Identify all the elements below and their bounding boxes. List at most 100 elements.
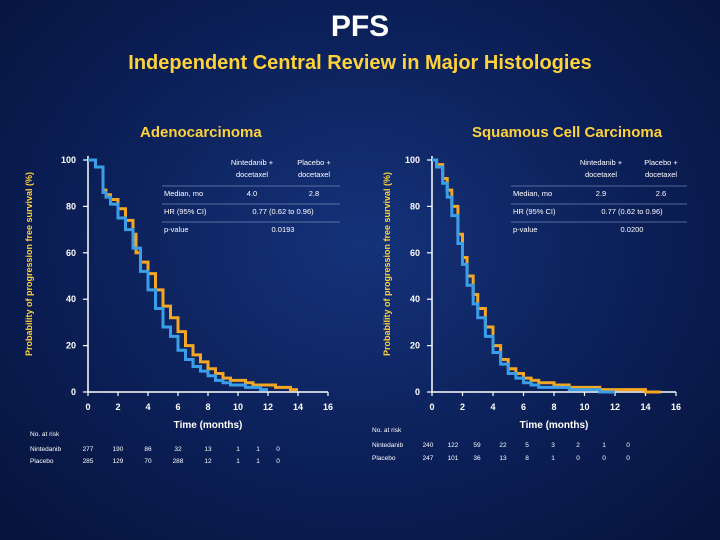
x-tick-label: 2 bbox=[460, 402, 465, 412]
at-risk-value: 22 bbox=[499, 442, 507, 449]
x-tick-label: 8 bbox=[551, 402, 556, 412]
stats-row-value: 0.0200 bbox=[621, 225, 644, 234]
column-header-placebo: docetaxel bbox=[298, 170, 330, 179]
stats-row-label: HR (95% CI) bbox=[513, 207, 556, 216]
at-risk-value: 2 bbox=[576, 442, 580, 449]
x-tick-label: 10 bbox=[233, 402, 243, 412]
series-line-placebo bbox=[432, 158, 615, 394]
stats-row-label: p-value bbox=[164, 225, 189, 234]
at-risk-value: 0 bbox=[602, 455, 606, 462]
at-risk-row-label: Nintedanib bbox=[372, 442, 403, 449]
at-risk-value: 0 bbox=[276, 458, 280, 465]
at-risk-value: 13 bbox=[204, 446, 212, 453]
y-axis-title: Probability of progression free survival… bbox=[24, 172, 34, 356]
at-risk-row-label: Nintedanib bbox=[30, 446, 61, 453]
column-header-placebo: Placebo + bbox=[297, 158, 331, 167]
at-risk-value: 32 bbox=[174, 446, 182, 453]
at-risk-value: 12 bbox=[204, 458, 212, 465]
y-axis-title: Probability of progression free survival… bbox=[382, 172, 392, 356]
slide-subtitle: Independent Central Review in Major Hist… bbox=[128, 52, 592, 74]
at-risk-value: 36 bbox=[473, 455, 481, 462]
series-line-placebo bbox=[88, 158, 268, 392]
at-risk-value: 101 bbox=[448, 455, 459, 462]
x-tick-label: 6 bbox=[175, 402, 180, 412]
x-tick-label: 16 bbox=[671, 402, 681, 412]
at-risk-value: 0 bbox=[626, 442, 630, 449]
at-risk-value: 240 bbox=[423, 442, 434, 449]
at-risk-value: 190 bbox=[113, 446, 124, 453]
x-tick-label: 4 bbox=[490, 402, 495, 412]
at-risk-value: 1 bbox=[551, 455, 555, 462]
stats-nintedanib-value: 2.9 bbox=[596, 189, 606, 198]
stats-nintedanib-value: 4.0 bbox=[247, 189, 257, 198]
at-risk-value: 247 bbox=[423, 455, 434, 462]
at-risk-value: 5 bbox=[525, 442, 529, 449]
column-header-nintedanib: docetaxel bbox=[585, 170, 617, 179]
stats-placebo-value: 2.6 bbox=[656, 189, 666, 198]
at-risk-value: 0 bbox=[626, 455, 630, 462]
x-tick-label: 6 bbox=[521, 402, 526, 412]
slide-title: PFS bbox=[330, 10, 390, 43]
at-risk-value: 1 bbox=[236, 458, 240, 465]
y-tick-label: 0 bbox=[71, 387, 76, 397]
stats-row-value: 0.77 (0.62 to 0.96) bbox=[601, 207, 663, 216]
stats-row-value: 0.77 (0.62 to 0.96) bbox=[252, 207, 314, 216]
at-risk-value: 3 bbox=[551, 442, 555, 449]
at-risk-value: 86 bbox=[144, 446, 152, 453]
adenocarcinoma-panel-title: Adenocarcinoma bbox=[140, 124, 262, 141]
at-risk-value: 1 bbox=[256, 446, 260, 453]
x-tick-label: 14 bbox=[293, 402, 303, 412]
at-risk-value: 59 bbox=[473, 442, 481, 449]
stats-placebo-value: 2.8 bbox=[309, 189, 319, 198]
at-risk-heading: No. at risk bbox=[30, 431, 60, 438]
x-tick-label: 12 bbox=[263, 402, 273, 412]
y-tick-label: 40 bbox=[66, 294, 76, 304]
y-tick-label: 60 bbox=[66, 248, 76, 258]
at-risk-row-label: Placebo bbox=[30, 458, 54, 465]
column-header-nintedanib: Nintedanib + bbox=[580, 158, 623, 167]
y-tick-label: 60 bbox=[410, 248, 420, 258]
y-tick-label: 100 bbox=[61, 155, 76, 165]
y-tick-label: 80 bbox=[410, 201, 420, 211]
y-tick-label: 0 bbox=[415, 387, 420, 397]
column-header-nintedanib: Nintedanib + bbox=[231, 158, 274, 167]
stats-row-label: Median, mo bbox=[164, 189, 203, 198]
at-risk-value: 1 bbox=[256, 458, 260, 465]
stats-row-label: Median, mo bbox=[513, 189, 552, 198]
at-risk-value: 122 bbox=[448, 442, 459, 449]
at-risk-value: 13 bbox=[499, 455, 507, 462]
y-tick-label: 80 bbox=[66, 201, 76, 211]
x-tick-label: 10 bbox=[579, 402, 589, 412]
at-risk-value: 285 bbox=[83, 458, 94, 465]
stats-row-label: p-value bbox=[513, 225, 538, 234]
at-risk-value: 288 bbox=[173, 458, 184, 465]
column-header-placebo: Placebo + bbox=[644, 158, 678, 167]
x-tick-label: 8 bbox=[205, 402, 210, 412]
column-header-nintedanib: docetaxel bbox=[236, 170, 268, 179]
at-risk-value: 8 bbox=[525, 455, 529, 462]
series-line-nintedanib bbox=[88, 158, 298, 392]
y-tick-label: 20 bbox=[410, 341, 420, 351]
at-risk-value: 129 bbox=[113, 458, 124, 465]
squamous-panel-title: Squamous Cell Carcinoma bbox=[472, 124, 663, 141]
x-axis-title: Time (months) bbox=[520, 420, 589, 431]
at-risk-value: 277 bbox=[83, 446, 94, 453]
y-tick-label: 40 bbox=[410, 294, 420, 304]
at-risk-value: 0 bbox=[576, 455, 580, 462]
stats-row-value: 0.0193 bbox=[272, 225, 295, 234]
column-header-placebo: docetaxel bbox=[645, 170, 677, 179]
at-risk-value: 70 bbox=[144, 458, 152, 465]
at-risk-heading: No. at risk bbox=[372, 427, 402, 434]
at-risk-value: 1 bbox=[602, 442, 606, 449]
x-tick-label: 0 bbox=[85, 402, 90, 412]
x-tick-label: 0 bbox=[429, 402, 434, 412]
x-tick-label: 14 bbox=[640, 402, 650, 412]
x-tick-label: 4 bbox=[145, 402, 150, 412]
at-risk-value: 1 bbox=[236, 446, 240, 453]
at-risk-row-label: Placebo bbox=[372, 455, 396, 462]
x-axis-title: Time (months) bbox=[174, 420, 243, 431]
stats-row-label: HR (95% CI) bbox=[164, 207, 207, 216]
at-risk-value: 0 bbox=[276, 446, 280, 453]
x-tick-label: 16 bbox=[323, 402, 333, 412]
